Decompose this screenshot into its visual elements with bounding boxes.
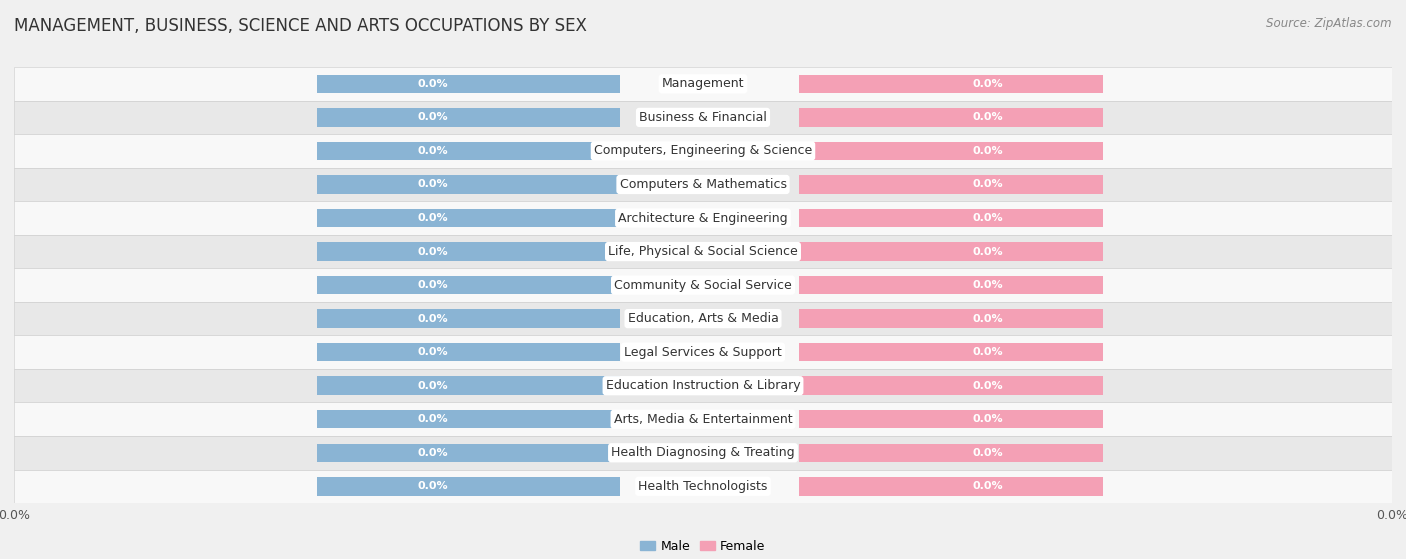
Text: Education, Arts & Media: Education, Arts & Media <box>627 312 779 325</box>
Text: 0.0%: 0.0% <box>972 314 1002 324</box>
Bar <box>800 310 1102 328</box>
Text: 0.0%: 0.0% <box>972 247 1002 257</box>
Bar <box>800 343 1102 361</box>
Bar <box>800 243 1102 260</box>
Bar <box>318 477 620 496</box>
Bar <box>14 402 1392 436</box>
Bar <box>14 268 1392 302</box>
Text: 0.0%: 0.0% <box>418 381 447 391</box>
Bar <box>318 175 620 193</box>
Bar <box>14 201 1392 235</box>
Bar <box>14 235 1392 268</box>
Text: 0.0%: 0.0% <box>418 280 447 290</box>
Text: Education Instruction & Library: Education Instruction & Library <box>606 379 800 392</box>
Bar <box>800 209 1102 227</box>
Text: 0.0%: 0.0% <box>418 146 447 156</box>
Text: Business & Financial: Business & Financial <box>640 111 766 124</box>
Text: 0.0%: 0.0% <box>972 448 1002 458</box>
Bar <box>800 175 1102 193</box>
Bar <box>14 101 1392 134</box>
Text: 0.0%: 0.0% <box>972 146 1002 156</box>
Bar <box>318 74 620 93</box>
Text: 0.0%: 0.0% <box>418 481 447 491</box>
Bar <box>14 436 1392 470</box>
Text: Management: Management <box>662 77 744 91</box>
Bar <box>800 142 1102 160</box>
Text: 0.0%: 0.0% <box>418 79 447 89</box>
Text: 0.0%: 0.0% <box>972 179 1002 190</box>
Bar <box>318 343 620 361</box>
Bar <box>318 108 620 126</box>
Text: 0.0%: 0.0% <box>418 179 447 190</box>
Bar <box>14 67 1392 101</box>
Bar <box>14 168 1392 201</box>
Text: MANAGEMENT, BUSINESS, SCIENCE AND ARTS OCCUPATIONS BY SEX: MANAGEMENT, BUSINESS, SCIENCE AND ARTS O… <box>14 17 586 35</box>
Text: Community & Social Service: Community & Social Service <box>614 278 792 292</box>
Text: 0.0%: 0.0% <box>418 448 447 458</box>
Bar <box>318 444 620 462</box>
Bar <box>14 470 1392 503</box>
Text: Computers & Mathematics: Computers & Mathematics <box>620 178 786 191</box>
Text: 0.0%: 0.0% <box>972 414 1002 424</box>
Text: 0.0%: 0.0% <box>418 347 447 357</box>
Text: 0.0%: 0.0% <box>972 112 1002 122</box>
Text: 0.0%: 0.0% <box>972 280 1002 290</box>
Text: 0.0%: 0.0% <box>972 213 1002 223</box>
Text: Life, Physical & Social Science: Life, Physical & Social Science <box>609 245 797 258</box>
Bar <box>800 74 1102 93</box>
Text: 0.0%: 0.0% <box>418 414 447 424</box>
Text: 0.0%: 0.0% <box>972 481 1002 491</box>
Text: Legal Services & Support: Legal Services & Support <box>624 345 782 359</box>
Bar <box>14 335 1392 369</box>
Text: 0.0%: 0.0% <box>418 314 447 324</box>
Text: Health Technologists: Health Technologists <box>638 480 768 493</box>
Bar <box>318 310 620 328</box>
Text: 0.0%: 0.0% <box>972 347 1002 357</box>
Text: Architecture & Engineering: Architecture & Engineering <box>619 211 787 225</box>
Bar <box>800 108 1102 126</box>
Bar <box>800 410 1102 428</box>
Bar <box>318 209 620 227</box>
Text: 0.0%: 0.0% <box>972 381 1002 391</box>
Text: 0.0%: 0.0% <box>418 213 447 223</box>
Text: Arts, Media & Entertainment: Arts, Media & Entertainment <box>613 413 793 426</box>
Bar <box>318 276 620 294</box>
Bar <box>14 302 1392 335</box>
Bar <box>14 369 1392 402</box>
Bar <box>800 377 1102 395</box>
Bar <box>800 276 1102 294</box>
Bar <box>14 134 1392 168</box>
Bar <box>800 477 1102 496</box>
Text: 0.0%: 0.0% <box>418 112 447 122</box>
Legend: Male, Female: Male, Female <box>636 535 770 558</box>
Bar <box>318 243 620 260</box>
Bar <box>318 142 620 160</box>
Bar <box>800 444 1102 462</box>
Text: 0.0%: 0.0% <box>972 79 1002 89</box>
Bar <box>318 410 620 428</box>
Text: 0.0%: 0.0% <box>418 247 447 257</box>
Text: Computers, Engineering & Science: Computers, Engineering & Science <box>593 144 813 158</box>
Bar <box>318 377 620 395</box>
Text: Health Diagnosing & Treating: Health Diagnosing & Treating <box>612 446 794 459</box>
Text: Source: ZipAtlas.com: Source: ZipAtlas.com <box>1267 17 1392 30</box>
